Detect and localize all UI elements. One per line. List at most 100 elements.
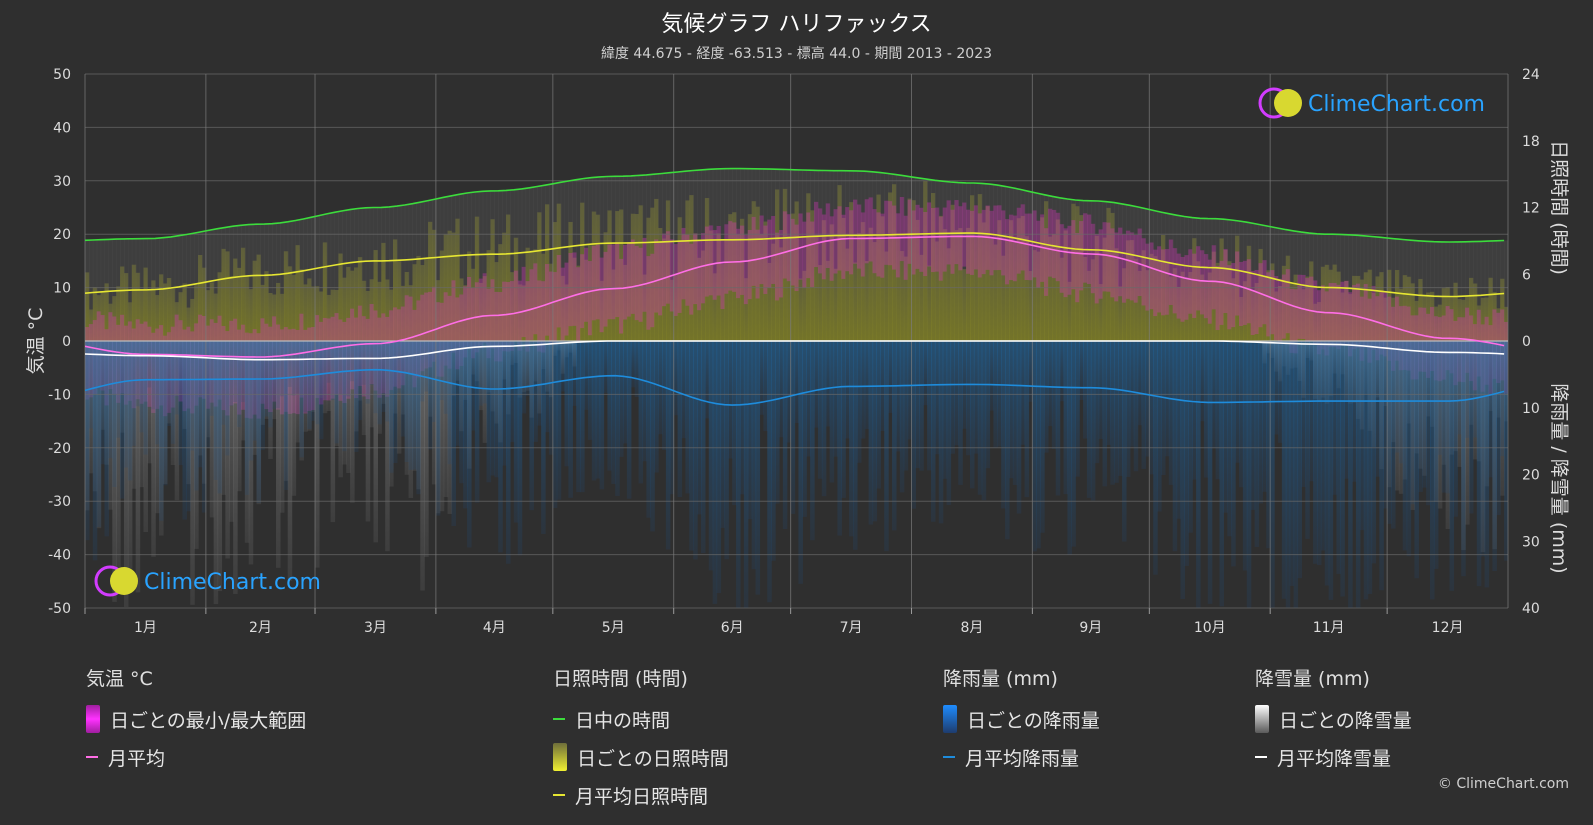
sunshine-day-bar bbox=[209, 282, 215, 341]
sunshine-day-bar bbox=[244, 275, 250, 341]
daylight-day-bar bbox=[470, 192, 476, 341]
temp-range-day-bar bbox=[1172, 248, 1178, 314]
temp-range-day-bar bbox=[1106, 222, 1111, 292]
daylight-day-bar bbox=[864, 171, 870, 341]
rain-day-bar bbox=[763, 341, 768, 432]
sunshine-day-bar bbox=[1227, 261, 1232, 341]
rain-day-bar bbox=[642, 341, 648, 462]
climechart-logo-top[interactable]: ClimeChart.com bbox=[1258, 87, 1485, 119]
sunshine-day-bar bbox=[950, 204, 955, 341]
sunshine-day-bar bbox=[1359, 279, 1365, 341]
rain-day-bar bbox=[127, 341, 133, 481]
sunshine-day-bar bbox=[626, 243, 632, 341]
sunshine-day-bar bbox=[1036, 251, 1041, 341]
rain-day-bar bbox=[1161, 341, 1166, 475]
rain-day-bar bbox=[135, 341, 141, 407]
rain-day-bar bbox=[743, 341, 749, 608]
rain-day-bar bbox=[467, 341, 472, 548]
sunshine-day-bar bbox=[155, 295, 160, 341]
rain-day-bar bbox=[381, 341, 386, 412]
rain-day-bar bbox=[868, 341, 874, 525]
sunshine-day-bar bbox=[1055, 219, 1061, 341]
rain-day-bar bbox=[513, 341, 519, 523]
temp-range-day-bar bbox=[1005, 219, 1010, 285]
x-tick-label: 4月 bbox=[483, 620, 506, 636]
rain-day-bar bbox=[587, 341, 593, 440]
rain-day-bar bbox=[1149, 341, 1154, 475]
rain-day-bar bbox=[1504, 341, 1508, 561]
sunshine-day-bar bbox=[689, 195, 694, 341]
sunshine-day-bar bbox=[981, 222, 987, 341]
rain-day-bar bbox=[1036, 341, 1041, 549]
sunshine-day-bar bbox=[151, 280, 156, 341]
temp-range-day-bar bbox=[1352, 285, 1357, 350]
sunshine-day-bar bbox=[1200, 274, 1205, 341]
daylight-day-bar bbox=[1465, 241, 1470, 341]
legend-snow-heading: 降雪量 (mm) bbox=[1255, 668, 1370, 690]
rain-day-bar bbox=[860, 341, 866, 439]
rain-day-bar bbox=[155, 341, 160, 445]
rain-day-bar bbox=[240, 341, 246, 403]
rain-day-bar bbox=[463, 341, 468, 509]
sunshine-day-bar bbox=[1426, 292, 1431, 341]
temp-range-day-bar bbox=[856, 204, 862, 269]
daylight-day-bar bbox=[311, 216, 316, 341]
green-line-swatch-icon bbox=[553, 718, 565, 720]
rain-day-bar bbox=[88, 341, 94, 429]
daylight-day-bar bbox=[1118, 203, 1123, 341]
sunshine-day-bar bbox=[658, 227, 663, 341]
temp-range-day-bar bbox=[623, 244, 628, 320]
rain-day-bar bbox=[958, 341, 963, 485]
rain-day-bar bbox=[1320, 341, 1326, 551]
rain-day-bar bbox=[728, 341, 733, 459]
sunshine-day-bar bbox=[120, 266, 125, 341]
rain-day-bar bbox=[1484, 341, 1490, 588]
daylight-day-bar bbox=[1274, 227, 1279, 341]
sunshine-day-bar bbox=[767, 262, 772, 341]
sunshine-day-bar bbox=[888, 192, 893, 341]
sunshine-day-bar bbox=[931, 193, 936, 341]
daylight-day-bar bbox=[1422, 241, 1427, 341]
temp-range-day-bar bbox=[1348, 292, 1353, 357]
rain-day-bar bbox=[166, 341, 172, 427]
sunshine-day-bar bbox=[186, 307, 191, 341]
sunshine-day-bar bbox=[88, 309, 94, 341]
sunshine-day-bar bbox=[221, 248, 226, 341]
sunshine-day-bar bbox=[474, 216, 480, 341]
rain-day-bar bbox=[322, 341, 328, 400]
sunshine-day-bar bbox=[634, 214, 640, 341]
legend-item-label: 月平均降雨量 bbox=[965, 747, 1080, 770]
sunshine-day-bar bbox=[946, 248, 952, 341]
sunshine-day-bar bbox=[1215, 262, 1221, 341]
temp-range-day-bar bbox=[533, 263, 538, 335]
sunshine-day-bar bbox=[923, 181, 928, 341]
sunshine-day-bar bbox=[997, 220, 1002, 341]
temp-range-day-bar bbox=[509, 281, 515, 351]
temp-range-day-bar bbox=[1215, 265, 1221, 331]
temp-range-day-bar bbox=[459, 294, 464, 366]
daylight-day-bar bbox=[669, 172, 675, 341]
sunshine-day-bar bbox=[174, 302, 180, 341]
temp-range-day-bar bbox=[841, 214, 846, 279]
sunshine-day-bar bbox=[993, 244, 998, 341]
rain-day-bar bbox=[712, 341, 718, 604]
rain-day-bar bbox=[1367, 341, 1373, 594]
temp-range-day-bar bbox=[802, 221, 807, 288]
rain-day-bar bbox=[1418, 341, 1423, 492]
rain-day-bar bbox=[1285, 341, 1291, 608]
temp-range-day-bar bbox=[1422, 307, 1427, 372]
climechart-logo-bottom[interactable]: ClimeChart.com bbox=[94, 565, 321, 597]
snow-day-bar bbox=[135, 341, 141, 593]
sunshine-day-bar bbox=[654, 198, 659, 341]
sunshine-day-bar bbox=[108, 303, 113, 341]
temp-range-day-bar bbox=[661, 233, 667, 307]
rain-day-bar bbox=[591, 341, 597, 481]
x-tick-label: 8月 bbox=[960, 620, 983, 636]
sunshine-day-bar bbox=[778, 247, 784, 341]
logo-sun-icon bbox=[1274, 89, 1302, 117]
rain-day-bar bbox=[1394, 341, 1400, 453]
sunshine-day-bar bbox=[895, 236, 901, 341]
sunshine-day-bar bbox=[1145, 270, 1150, 341]
sunshine-day-bar bbox=[350, 270, 355, 341]
temp-range-day-bar bbox=[424, 292, 429, 369]
